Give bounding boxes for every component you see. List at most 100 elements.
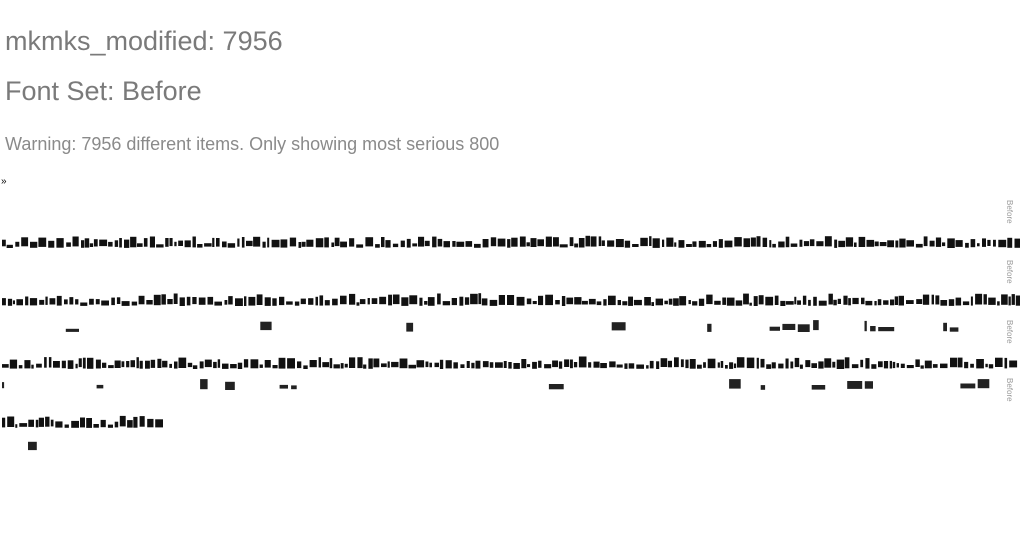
glyph-mark [187,362,193,368]
glyph-mark [425,361,429,368]
glyph-mark [227,243,236,248]
glyph-mark [178,357,187,368]
glyph-mark [970,363,974,368]
glyph-mark [308,298,314,305]
glyph-mark [82,357,86,369]
glyph-mark [722,297,727,305]
glyph-mark [785,236,790,248]
glyph-mark [99,239,108,247]
glyph-mark [50,419,54,427]
glyph-mark [385,240,391,248]
glyph-mark [717,362,720,368]
glyph-mark [207,296,214,305]
glyph-mark [707,323,712,332]
glyph-mark [852,297,859,305]
glyph-mark [975,293,983,305]
glyph-mark [593,361,600,368]
glyph-mark [136,357,139,369]
glyph-mark [794,357,800,368]
glyph-mark [419,297,423,306]
glyph-mark [16,299,23,306]
glyph-mark [179,297,185,306]
glyph-mark [915,243,923,248]
glyph-mark [451,298,457,306]
glyph-mark [309,360,317,368]
glyph-mark [460,364,465,368]
glyph-mark [574,243,579,248]
glyph-mark [244,296,247,306]
glyph-mark [824,236,832,247]
glyph-mark [655,298,663,306]
glyph-mark [256,294,263,305]
glyph-mark [703,362,706,368]
glyph-mark [662,239,665,247]
glyph-mark [932,364,938,368]
glyph-mark [778,363,784,369]
glyph-mark [808,299,811,306]
glyph-mark [896,363,899,368]
glyph-mark [794,296,797,305]
glyph-mark [844,357,850,369]
glyph-mark [660,358,668,367]
glyph-mark [513,363,520,369]
glyph-mark [769,326,780,331]
glyph-mark [977,243,980,247]
glyph-mark [960,383,976,389]
glyph-mark [706,294,713,305]
glyph-mark [526,298,532,305]
glyph-mark [854,242,857,247]
glyph-mark [248,296,256,306]
glyph-mark [785,358,789,369]
glyph-mark [81,240,85,248]
glyph-mark [298,242,302,248]
glyph-mark [923,236,928,247]
glyph-mark [25,296,29,306]
glyph-mark [558,361,563,369]
glyph-mark [892,361,896,369]
glyph-mark [965,242,969,248]
glyph-mark [165,238,169,247]
glyph-mark [865,300,873,306]
glyph-mark [306,239,314,247]
glyph-mark [365,237,374,247]
glyph-row-5-image [2,379,990,390]
glyph-mark [813,296,817,306]
glyph-mark [139,416,145,427]
glyph-mark [138,295,145,305]
glyph-mark [241,237,245,248]
glyph-mark [688,300,691,305]
glyph-mark [816,241,824,247]
glyph-mark [993,239,996,247]
glyph-mark [64,299,68,305]
glyph-mark [507,295,515,305]
glyph-row-7-image [28,441,37,451]
glyph-mark [315,296,318,306]
glyph-mark [746,357,755,369]
glyph-mark [895,240,899,248]
side-label-before: Before [1005,378,1014,402]
glyph-mark [538,295,544,306]
glyph-mark [173,293,178,304]
glyph-mark [359,299,366,305]
glyph-mark [7,416,15,427]
glyph-mark [412,243,418,247]
glyph-mark [392,243,399,248]
glyph-mark [116,297,121,304]
glyph-mark [2,298,6,306]
glyph-mark [155,419,163,428]
glyph-mark [718,239,723,248]
glyph-mark [126,361,130,368]
glyph-mark [379,296,387,305]
glyph-mark [315,238,324,248]
glyph-mark [712,241,717,247]
glyph-mark [527,364,531,368]
glyph-mark [866,239,875,247]
glyph-mark [465,241,473,247]
glyph-mark [871,364,877,369]
glyph-mark [832,361,836,368]
glyph-mark [401,297,409,306]
glyph-row-2-image [2,293,1020,306]
glyph-mark [278,357,286,369]
glyph-mark [114,240,119,247]
glyph-mark [131,301,138,306]
